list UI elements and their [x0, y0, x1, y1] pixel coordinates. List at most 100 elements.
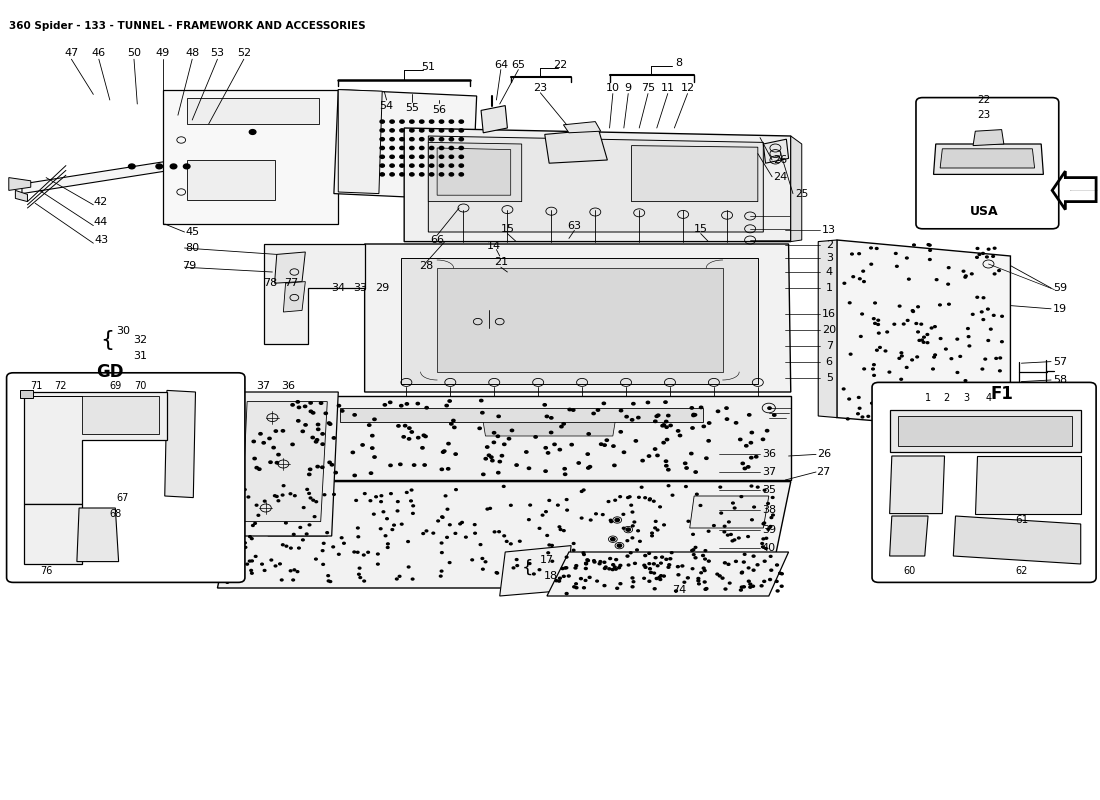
Circle shape [764, 547, 767, 550]
Circle shape [68, 530, 72, 533]
Circle shape [389, 173, 394, 176]
Circle shape [623, 451, 626, 454]
Circle shape [60, 418, 64, 420]
Circle shape [65, 415, 68, 418]
Circle shape [449, 155, 453, 158]
Circle shape [73, 441, 76, 443]
Circle shape [150, 409, 153, 411]
Text: 360 Spider - 133 - TUNNEL - FRAMEWORK AND ACCESSORIES: 360 Spider - 133 - TUNNEL - FRAMEWORK AN… [9, 21, 365, 30]
Circle shape [534, 436, 537, 438]
Circle shape [321, 550, 323, 552]
Circle shape [379, 146, 384, 150]
Circle shape [970, 273, 974, 275]
Text: USA: USA [970, 205, 999, 218]
Circle shape [857, 413, 859, 414]
Circle shape [888, 371, 891, 373]
Circle shape [315, 441, 318, 443]
Text: 35: 35 [762, 485, 776, 494]
Circle shape [587, 433, 591, 435]
Circle shape [389, 129, 394, 132]
Text: 58: 58 [1053, 375, 1067, 385]
Circle shape [750, 519, 754, 521]
Circle shape [574, 583, 578, 585]
Circle shape [459, 173, 463, 176]
Circle shape [52, 457, 55, 459]
Circle shape [685, 466, 689, 469]
Circle shape [30, 536, 33, 538]
Circle shape [474, 532, 476, 534]
Circle shape [257, 468, 261, 470]
Circle shape [60, 522, 64, 525]
Circle shape [503, 443, 506, 446]
Circle shape [751, 585, 755, 587]
Circle shape [32, 557, 35, 559]
Circle shape [713, 525, 715, 526]
Circle shape [135, 491, 139, 494]
Circle shape [916, 331, 920, 333]
Circle shape [615, 558, 617, 561]
Circle shape [998, 417, 1001, 419]
Circle shape [439, 138, 443, 141]
Circle shape [108, 400, 111, 402]
Circle shape [370, 472, 373, 474]
Circle shape [234, 566, 236, 569]
Circle shape [878, 332, 880, 334]
Circle shape [293, 534, 295, 535]
Circle shape [408, 427, 411, 430]
Circle shape [716, 573, 718, 575]
Circle shape [615, 518, 619, 522]
Circle shape [419, 138, 424, 141]
Circle shape [186, 469, 189, 471]
Circle shape [399, 138, 404, 141]
Circle shape [184, 164, 190, 169]
Polygon shape [428, 142, 521, 202]
Circle shape [989, 421, 991, 423]
Circle shape [588, 576, 591, 578]
Circle shape [553, 443, 557, 446]
Text: 34: 34 [331, 283, 345, 293]
Circle shape [939, 338, 942, 339]
Circle shape [459, 146, 463, 150]
Circle shape [90, 394, 94, 397]
Circle shape [918, 339, 921, 342]
Circle shape [153, 458, 156, 460]
Circle shape [471, 559, 473, 561]
Text: 39: 39 [761, 525, 776, 534]
Circle shape [562, 575, 565, 578]
Circle shape [674, 590, 678, 592]
Text: 2: 2 [944, 394, 950, 403]
Circle shape [993, 393, 996, 394]
Circle shape [849, 354, 851, 355]
Circle shape [301, 539, 305, 541]
Circle shape [507, 438, 510, 440]
Circle shape [322, 542, 324, 544]
Circle shape [904, 428, 907, 430]
Circle shape [473, 524, 476, 526]
Circle shape [559, 529, 562, 530]
Circle shape [609, 521, 613, 522]
Polygon shape [240, 396, 791, 480]
Circle shape [60, 486, 64, 488]
Circle shape [914, 425, 917, 427]
Circle shape [641, 459, 645, 462]
Circle shape [927, 426, 931, 429]
Polygon shape [334, 90, 476, 200]
Text: 15: 15 [500, 224, 515, 234]
Circle shape [627, 497, 629, 498]
Circle shape [132, 459, 135, 462]
Circle shape [659, 578, 662, 581]
Circle shape [861, 313, 864, 315]
Circle shape [848, 398, 850, 400]
Circle shape [980, 434, 982, 435]
Circle shape [694, 557, 697, 559]
Circle shape [953, 438, 956, 440]
Circle shape [928, 437, 932, 439]
Circle shape [705, 457, 708, 459]
Circle shape [741, 462, 745, 465]
Circle shape [175, 475, 178, 478]
Circle shape [174, 456, 177, 458]
Text: 42: 42 [94, 197, 108, 206]
Text: 44: 44 [94, 218, 108, 227]
Circle shape [664, 465, 668, 467]
Circle shape [936, 426, 938, 428]
